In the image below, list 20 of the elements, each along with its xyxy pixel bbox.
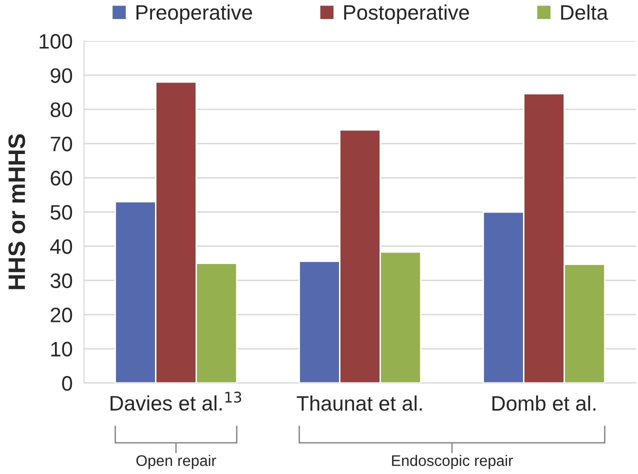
y-tick-label: 0 — [62, 376, 72, 391]
y-tick-label: 100 — [40, 34, 72, 49]
legend-label: Delta — [561, 4, 608, 20]
text: Open repair — [136, 454, 216, 470]
y-tick-label: 10 — [51, 342, 72, 357]
y-tick-label: 70 — [50, 136, 72, 152]
y-tick-label: 20 — [50, 308, 72, 322]
y-tick-label: 30 — [50, 273, 72, 288]
x-tick-label: Davies et al.$^{13}$ — [110, 392, 242, 411]
y-tick-label: 50 — [50, 205, 72, 220]
y-axis-title: HHS or mHHS — [8, 134, 26, 290]
y-tick-label: 90 — [50, 68, 72, 83]
legend-label: Postoperative — [344, 4, 469, 24]
y-tick-label: 60 — [50, 170, 72, 186]
y-tick-label: 80 — [50, 102, 72, 118]
legend-label: Preoperative — [136, 4, 252, 24]
x-tick-label: Thaunat et al. — [296, 396, 422, 411]
y-tick-label: 40 — [50, 239, 72, 254]
text: Endoscopic repair — [392, 454, 513, 470]
x-tick-label: Domb et al. — [492, 396, 596, 411]
